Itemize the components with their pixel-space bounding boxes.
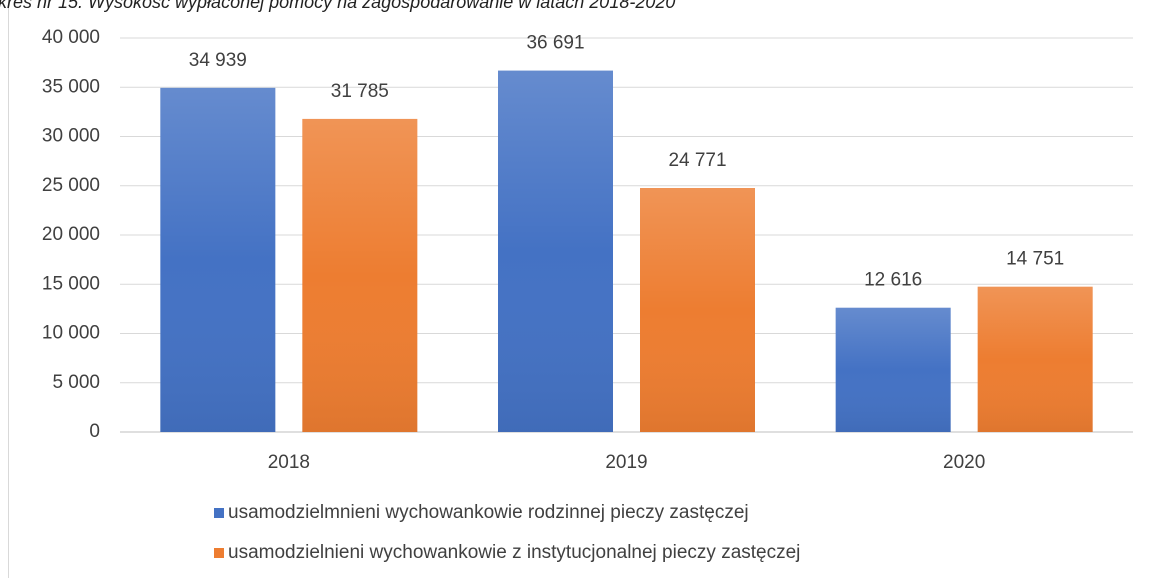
- chart-title: kres nr 15. Wysokość wypłaconej pomocy n…: [0, 0, 675, 12]
- bar: [498, 70, 613, 432]
- y-tick-label: 35 000: [42, 76, 100, 97]
- x-tick-label: 2020: [943, 452, 985, 473]
- data-label: 14 751: [1006, 249, 1064, 270]
- y-tick-label: 25 000: [42, 175, 100, 196]
- x-tick-label: 2018: [268, 452, 310, 473]
- y-tick-label: 5 000: [52, 372, 100, 393]
- y-tick-label: 40 000: [42, 27, 100, 48]
- data-label: 36 691: [526, 33, 584, 54]
- chart-frame: [8, 0, 9, 578]
- legend-label: usamodzielnieni wychowankowie z instytuc…: [228, 542, 800, 563]
- bar: [160, 87, 276, 432]
- y-tick-label: 0: [89, 421, 100, 442]
- legend-swatch: [214, 508, 224, 518]
- bar: [640, 188, 755, 432]
- y-tick-label: 15 000: [42, 273, 100, 294]
- y-tick-label: 20 000: [42, 224, 100, 245]
- x-tick-label: 2019: [605, 452, 647, 473]
- bar: [835, 307, 951, 432]
- data-label: 12 616: [864, 270, 922, 291]
- bar: [302, 118, 418, 432]
- y-tick-label: 30 000: [42, 126, 100, 147]
- data-label: 34 939: [189, 50, 247, 71]
- y-tick-label: 10 000: [42, 323, 100, 344]
- legend-swatch: [214, 548, 224, 558]
- data-label: 24 771: [668, 150, 726, 171]
- bar: [977, 286, 1093, 432]
- legend-label: usamodzielmnieni wychowankowie rodzinnej…: [228, 502, 749, 523]
- data-label: 31 785: [331, 81, 389, 102]
